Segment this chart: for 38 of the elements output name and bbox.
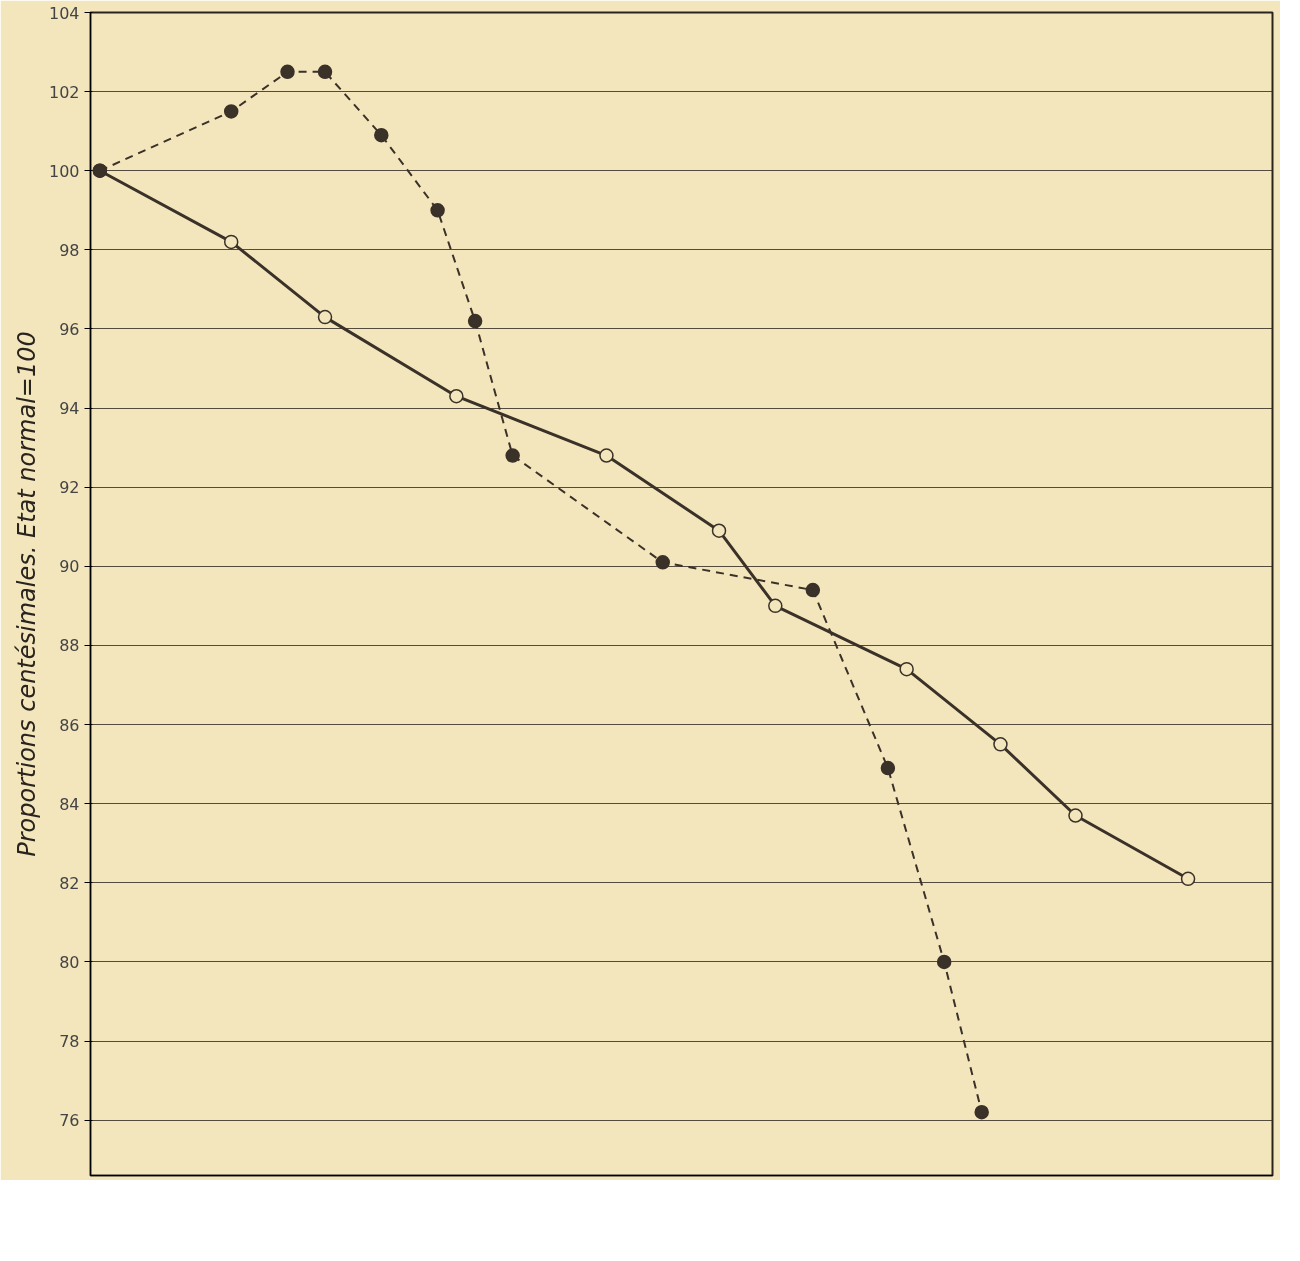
point xyxy=(317,64,333,80)
point xyxy=(280,64,295,80)
y-tick-label: 78 xyxy=(59,1032,80,1051)
point xyxy=(430,203,445,218)
y-tick-label: 82 xyxy=(59,873,80,893)
point xyxy=(711,523,727,538)
y-tick-label: 76 xyxy=(59,1111,80,1131)
point xyxy=(936,954,952,970)
y-tick-label: 98 xyxy=(59,240,80,260)
y-axis-title: Proportions centésimales. Etat normal=100 xyxy=(12,331,41,857)
point xyxy=(1180,871,1196,887)
point xyxy=(374,127,389,143)
point xyxy=(467,313,483,329)
point xyxy=(768,598,783,614)
point xyxy=(223,104,239,119)
point xyxy=(505,448,520,463)
y-tick-label: 90 xyxy=(59,557,80,577)
y-tick-label: 86 xyxy=(59,715,80,735)
point xyxy=(974,1104,989,1120)
y-tick-label: 102 xyxy=(48,82,80,102)
y-tick-label: 94 xyxy=(59,399,80,419)
point xyxy=(599,448,614,463)
y-tick-label: 100 xyxy=(48,161,80,181)
y-tick-label: 84 xyxy=(59,794,80,814)
point xyxy=(880,760,896,776)
point xyxy=(655,555,670,570)
y-tick-label: 96 xyxy=(59,319,80,339)
point xyxy=(993,737,1008,752)
point xyxy=(223,234,239,250)
point xyxy=(805,582,821,598)
point xyxy=(317,309,333,325)
point xyxy=(449,388,464,404)
point xyxy=(899,661,914,677)
y-tick-label: 88 xyxy=(59,636,80,656)
y-tick-label: 92 xyxy=(59,478,80,498)
y-tick-label: 104 xyxy=(48,3,80,23)
point xyxy=(1068,808,1083,823)
y-tick-label: 80 xyxy=(59,952,80,972)
